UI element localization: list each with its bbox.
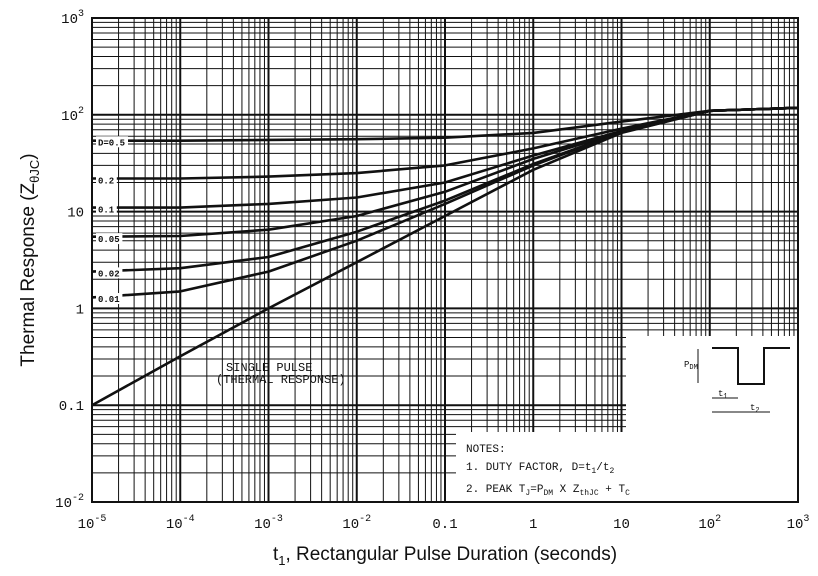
- curve-label-background: [96, 267, 123, 279]
- curves: [91, 106, 799, 407]
- x-tick-label: 103: [787, 514, 810, 533]
- x-tick-label: 10: [613, 517, 630, 533]
- y-axis-title: Thermal Response (ZθJC): [18, 153, 42, 366]
- t2-label: t2: [750, 403, 760, 415]
- note-1: 1. DUTY FACTOR, D=t1/t2: [466, 462, 614, 476]
- waveform-box: [626, 336, 798, 432]
- note-2-mid-2: X Z: [553, 484, 580, 496]
- curve-label: 0.05: [98, 235, 120, 245]
- pulse-waveform: [712, 347, 790, 385]
- curve-label-background: [96, 233, 123, 245]
- tick-labels: 10-5 10-4 10-3 10-2 0.1 1 10 102 10310-20.111010…: [55, 9, 809, 533]
- note-2-sub-4: C: [625, 489, 630, 498]
- x-tick-label: 10-3: [254, 514, 283, 533]
- curve-label: 0.2: [98, 176, 114, 186]
- grid: [91, 18, 798, 503]
- notes-background: [456, 432, 798, 502]
- note-2-sub-2: DM: [543, 489, 553, 498]
- note-2-prefix: 2. PEAK T: [466, 484, 526, 496]
- curve-label: 0.02: [98, 269, 120, 279]
- note-1-prefix: 1. DUTY FACTOR, D=t: [466, 462, 591, 474]
- plot-frame: [91, 17, 799, 503]
- x-tick-label: 10-2: [342, 514, 371, 533]
- y-title-sub: θJC: [27, 160, 42, 183]
- curve-labels: D=0.5 0.2 0.1 0.05 0.02 0.01: [96, 136, 128, 305]
- curve-label-background: [96, 174, 117, 186]
- y-tick-label: 102: [61, 106, 84, 125]
- y-tick-label: 1: [76, 302, 84, 318]
- curve-label-background: [96, 203, 117, 215]
- curve-label-background: [96, 136, 128, 148]
- x-tick-label: 10-5: [78, 514, 107, 533]
- x-title-main: t: [273, 544, 279, 565]
- note-2-sub-1: J: [525, 489, 530, 498]
- annotation-line-2: (THERMAL RESPONSE): [216, 373, 346, 387]
- y-tick-label: 10-2: [55, 493, 84, 512]
- note-1-sub-1: 1: [591, 467, 596, 476]
- pdm-label: PDM: [684, 360, 698, 372]
- waveform-inset: PDM t1 t2: [626, 336, 798, 432]
- note-2-sub-3: thJC: [579, 489, 598, 498]
- series-line-6: [91, 106, 799, 299]
- x-tick-label: 102: [698, 514, 721, 533]
- x-axis-title: t1, Rectangular Pulse Duration (seconds): [273, 544, 617, 568]
- series-line-1: [92, 106, 799, 142]
- note-2-mid-1: =P: [530, 484, 544, 496]
- annotation-line-1: SINGLE PULSE: [226, 361, 312, 375]
- curve-label: D=0.5: [98, 138, 125, 148]
- x-title-sub: 1: [278, 553, 285, 568]
- pdm-p: P: [684, 360, 689, 370]
- x-tick-label: 10-4: [166, 514, 195, 533]
- note-2: 2. PEAK TJ=PDM X ZthJC + TC: [466, 484, 630, 498]
- note-1-sub-2: 2: [609, 467, 614, 476]
- t1-sub: 1: [723, 393, 727, 401]
- y-tick-label: 103: [61, 9, 84, 28]
- curve-label-background: [96, 293, 123, 305]
- notes-header: NOTES:: [466, 444, 506, 456]
- t2-sub: 2: [755, 407, 759, 415]
- x-title-rest: , Rectangular Pulse Duration (seconds): [285, 544, 617, 565]
- pdm-sub: DM: [689, 364, 697, 372]
- note-1-mid: /t: [596, 462, 609, 474]
- curve-label: 0.1: [98, 206, 115, 216]
- t1-t: t: [718, 389, 723, 399]
- y-title-rest: ): [18, 153, 39, 159]
- x-tick-label: 0.1: [432, 517, 457, 533]
- single-pulse-annotation: SINGLE PULSE (THERMAL RESPONSE): [216, 361, 346, 387]
- y-title-main: Thermal Response (Z: [18, 182, 39, 366]
- t2-t: t: [750, 403, 755, 413]
- note-2-mid-3: + T: [599, 484, 626, 496]
- y-tick-label: 10: [67, 206, 84, 222]
- t1-label: t1: [718, 389, 728, 401]
- y-tick-label: 0.1: [59, 399, 84, 415]
- notes-box: NOTES: 1. DUTY FACTOR, D=t1/t2 2. PEAK T…: [456, 432, 798, 502]
- x-tick-label: 1: [529, 517, 537, 533]
- curve-label: 0.01: [98, 295, 120, 305]
